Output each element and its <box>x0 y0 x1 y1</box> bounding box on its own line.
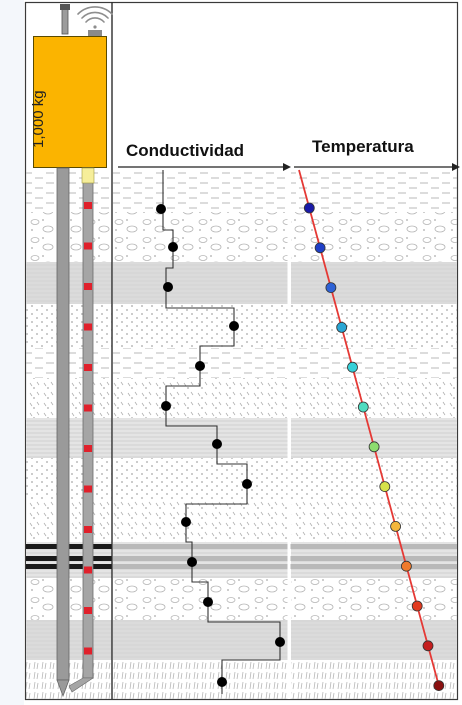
conductivity-point <box>229 321 239 331</box>
temperature-point <box>368 441 380 453</box>
soil-layer-stripes <box>113 568 289 578</box>
soil-layer-gravel <box>291 378 457 418</box>
temperature-point <box>347 361 358 373</box>
clay-band-profile <box>113 556 457 561</box>
sensor-mark <box>84 202 92 209</box>
temperature-profile <box>298 169 445 691</box>
soil-layer-shade <box>291 262 457 304</box>
probe-tip <box>56 679 70 698</box>
axes <box>118 163 460 171</box>
sensor-cable-end <box>68 677 94 693</box>
sensor-mark <box>84 647 92 655</box>
soil-layer-gravel <box>291 500 457 542</box>
temperature-point <box>357 401 369 413</box>
soil-layer-dots <box>113 458 289 500</box>
soil-layer-dashes <box>291 348 457 378</box>
conductivity-point <box>181 517 191 527</box>
soil-layer-rocks <box>113 212 289 262</box>
soil-layer-stripes <box>291 568 457 578</box>
page-margin <box>0 0 24 705</box>
sensor-mark <box>84 485 92 493</box>
soil-layer-dots <box>291 458 457 500</box>
temperature-point <box>422 640 434 652</box>
soil-layer-shade <box>113 620 289 660</box>
sensor-mark <box>84 607 92 614</box>
probe-rod <box>56 167 70 681</box>
antenna-icon <box>61 5 69 35</box>
soil-layer-dashes <box>113 170 289 212</box>
soil-layer-shade <box>113 262 289 304</box>
conductivity-axis-arrow <box>283 163 291 171</box>
soil-layer-gravel <box>113 378 289 418</box>
temperature-point <box>433 680 445 691</box>
conductivity-point <box>195 361 205 371</box>
conductivity-point <box>217 677 227 687</box>
soil-layer-stripes <box>113 418 289 458</box>
soil-layer-dashes <box>291 170 457 212</box>
sensor-mark <box>84 283 92 290</box>
clay-band-profile <box>113 564 457 569</box>
clay-band-profile <box>113 544 457 549</box>
conductivity-title: Conductividad <box>126 141 245 160</box>
soil-layer-dots <box>291 304 457 348</box>
soil-layer-gravel <box>113 500 289 542</box>
weight-label: 1,000 kg <box>30 90 47 148</box>
conductivity-point <box>212 439 222 449</box>
soil-layer-shade <box>291 620 457 660</box>
conductivity-point <box>275 637 285 647</box>
conductivity-point <box>168 242 178 252</box>
conductivity-point <box>161 401 171 411</box>
soil-layer-rocks <box>113 578 289 620</box>
conductivity-point <box>156 204 166 214</box>
temperature-point <box>314 242 326 254</box>
temperature-axis-arrow <box>452 163 460 171</box>
temperature-point <box>325 282 337 294</box>
weight-box <box>33 36 107 168</box>
soil-layer-rocks <box>291 212 457 262</box>
sensor-mark <box>84 323 92 331</box>
conductivity-point <box>187 557 197 567</box>
sensor-mark <box>84 445 92 452</box>
soil-layer-dots <box>113 304 289 348</box>
temperature-point <box>400 560 412 572</box>
soil-layer-grass <box>113 660 289 699</box>
soil-layer-rocks <box>291 578 457 620</box>
soil-layers <box>26 170 457 699</box>
conductivity-point <box>203 597 213 607</box>
antenna-cap <box>60 4 70 10</box>
sensor-head <box>81 167 95 184</box>
temperature-point <box>390 521 402 532</box>
sensor-mark <box>84 404 92 412</box>
sensor-mark <box>84 242 92 250</box>
probe-assembly <box>33 4 113 698</box>
temperature-point <box>336 321 348 333</box>
connector <box>88 30 102 36</box>
conductivity-profile <box>156 170 285 694</box>
sensor-marks <box>84 202 92 655</box>
sensor-mark <box>84 526 92 533</box>
sensor-mark <box>84 566 92 574</box>
conductivity-point <box>163 282 173 292</box>
conductivity-point <box>242 479 252 489</box>
temperature-title: Temperatura <box>312 137 414 156</box>
soil-layer-grass <box>291 660 457 699</box>
sensor-mark <box>84 364 92 371</box>
temperature-point <box>411 600 423 612</box>
wifi-icon <box>77 6 113 29</box>
temperature-point <box>303 202 315 214</box>
temperature-point <box>379 481 391 493</box>
